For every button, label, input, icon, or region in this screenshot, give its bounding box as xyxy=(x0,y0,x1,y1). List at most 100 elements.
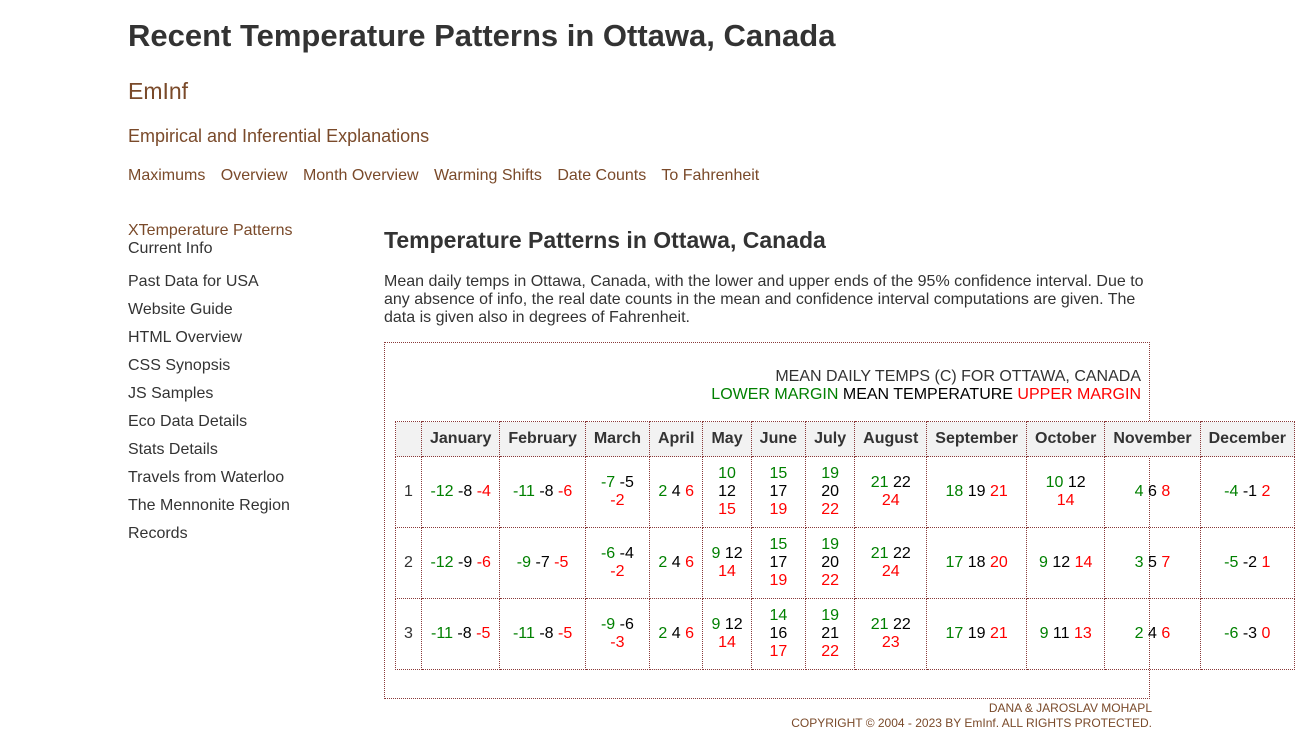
temp-values: 15 17 19 xyxy=(760,536,797,590)
mean-value: -8 xyxy=(458,483,473,500)
temp-cell: 21 22 24 xyxy=(854,456,928,528)
upper-value: 8 xyxy=(1161,483,1171,500)
temp-cell: 10 12 14 xyxy=(1025,456,1106,528)
lower-value: 19 xyxy=(821,536,840,553)
temp-values: 21 22 24 xyxy=(863,545,918,581)
lower-value: -9 xyxy=(600,616,616,633)
nav-to-fahrenheit[interactable]: To Fahrenheit xyxy=(661,167,760,184)
month-header-april: April xyxy=(648,421,704,457)
day-label: 1 xyxy=(395,456,422,528)
temp-cell: -11 -8 -5 xyxy=(420,598,501,670)
nav-date-counts[interactable]: Date Counts xyxy=(557,167,647,184)
sidebar-item-website-guide[interactable]: Website Guide xyxy=(128,301,233,318)
nav-month-overview[interactable]: Month Overview xyxy=(302,167,419,184)
temp-values: -12 -9 -6 xyxy=(430,554,491,572)
mean-value: 4 xyxy=(671,554,681,571)
caption-legend: LOWER MARGIN MEAN TEMPERATURE UPPER MARG… xyxy=(711,386,1141,404)
temp-values: 19 20 22 xyxy=(814,536,846,590)
temp-values: -11 -8 -5 xyxy=(431,625,490,643)
mean-value: 4 xyxy=(671,483,681,500)
temp-cell: -6 -4 -2 xyxy=(584,527,650,599)
lower-value: -11 xyxy=(431,625,453,642)
mean-value: 22 xyxy=(892,616,911,633)
upper-value: 13 xyxy=(1073,625,1092,642)
temp-cell: 17 18 20 xyxy=(926,527,1027,599)
temp-values: 2 4 6 xyxy=(1135,625,1171,643)
temp-cell: 19 20 22 xyxy=(805,527,856,599)
lower-value: 17 xyxy=(945,554,964,571)
footer-authors: DANA & JAROSLAV MOHAPL xyxy=(988,701,1152,715)
nav-overview[interactable]: Overview xyxy=(220,167,288,184)
temp-cell: -9 -7 -5 xyxy=(499,527,586,599)
lower-value: 2 xyxy=(1134,625,1144,642)
sidebar-item-stats-details[interactable]: Stats Details xyxy=(128,441,218,458)
lower-value: 19 xyxy=(821,465,840,482)
temp-values: 17 18 20 xyxy=(946,554,1008,572)
sidebar-item-eco-data[interactable]: Eco Data Details xyxy=(128,413,248,430)
mean-value: 12 xyxy=(1052,554,1071,571)
lower-value: 9 xyxy=(711,616,721,633)
upper-value: -6 xyxy=(476,554,491,571)
sidebar-item-records[interactable]: Records xyxy=(128,525,188,542)
sidebar-item-current-info[interactable]: Current Info xyxy=(128,240,213,257)
temp-values: 9 12 14 xyxy=(711,616,742,652)
sidebar-item-mennonite[interactable]: The Mennonite Region xyxy=(128,497,290,514)
sidebar-item-travels[interactable]: Travels from Waterloo xyxy=(128,469,285,486)
month-header-october: October xyxy=(1025,421,1106,457)
temp-values: -4 -1 2 xyxy=(1224,483,1270,501)
lower-value: -4 xyxy=(1224,483,1239,500)
lower-value: 15 xyxy=(769,536,788,553)
day-label: 2 xyxy=(395,527,422,599)
lower-value: 2 xyxy=(658,483,668,500)
temp-values: -6 -4 -2 xyxy=(594,545,641,581)
mean-value: 17 xyxy=(769,554,788,571)
temp-values: 2 4 6 xyxy=(658,625,694,643)
lower-value: 9 xyxy=(711,545,721,562)
temp-cell: 15 17 19 xyxy=(750,456,807,528)
upper-value: 2 xyxy=(1261,483,1271,500)
temp-cell: 15 17 19 xyxy=(750,527,807,599)
nav-warming-shifts[interactable]: Warming Shifts xyxy=(433,167,542,184)
nav-maximums[interactable]: Maximums xyxy=(128,167,206,184)
temp-cell: -6 -3 0 xyxy=(1199,598,1295,670)
temp-values: -9 -7 -5 xyxy=(517,554,569,572)
upper-value: 14 xyxy=(718,634,736,651)
footer-copyright: COPYRIGHT © 2004 - 2023 BY EmInf. ALL RI… xyxy=(791,716,1152,730)
upper-value: 24 xyxy=(881,563,900,580)
sidebar-current-page[interactable]: XTemperature Patterns xyxy=(128,222,293,239)
site-title: Recent Temperature Patterns in Ottawa, C… xyxy=(128,18,836,53)
temp-values: 18 19 21 xyxy=(946,483,1008,501)
upper-value: 19 xyxy=(769,501,788,518)
lower-value: -6 xyxy=(600,545,616,562)
mean-value: 11 xyxy=(1052,625,1070,642)
temp-cell: 2 4 6 xyxy=(648,456,704,528)
sidebar-item-css-synopsis[interactable]: CSS Synopsis xyxy=(128,357,231,374)
sidebar-item-js-samples[interactable]: JS Samples xyxy=(128,385,214,402)
mean-value: 12 xyxy=(724,545,743,562)
lower-value: 10 xyxy=(718,465,736,482)
mean-value: -1 xyxy=(1242,483,1258,500)
brand-link[interactable]: EmInf xyxy=(128,78,189,104)
mean-value: -8 xyxy=(539,625,554,642)
temp-cell: 21 22 23 xyxy=(854,598,928,670)
mean-value: -8 xyxy=(457,625,472,642)
upper-value: 24 xyxy=(881,492,900,509)
upper-value: 17 xyxy=(769,643,788,660)
upper-value: -2 xyxy=(610,492,625,509)
sidebar-item-html-overview[interactable]: HTML Overview xyxy=(128,329,243,346)
month-header-august: August xyxy=(854,421,928,457)
footer-credit: DANA & JAROSLAV MOHAPL COPYRIGHT © 2004 … xyxy=(791,701,1152,731)
legend-mean: MEAN TEMPERATURE xyxy=(842,386,1013,403)
upper-value: 14 xyxy=(718,563,736,580)
sidebar-item-past-data[interactable]: Past Data for USA xyxy=(128,273,259,290)
temp-values: 21 22 24 xyxy=(863,474,918,510)
lower-value: 4 xyxy=(1134,483,1144,500)
mean-value: -4 xyxy=(619,545,634,562)
mean-value: 22 xyxy=(892,545,911,562)
temp-cell: 9 12 14 xyxy=(702,598,752,670)
lower-value: 9 xyxy=(1038,554,1048,571)
upper-value: -6 xyxy=(558,483,573,500)
month-header-march: March xyxy=(584,421,650,457)
temp-values: 19 21 22 xyxy=(814,607,846,661)
temp-cell: 18 19 21 xyxy=(926,456,1027,528)
